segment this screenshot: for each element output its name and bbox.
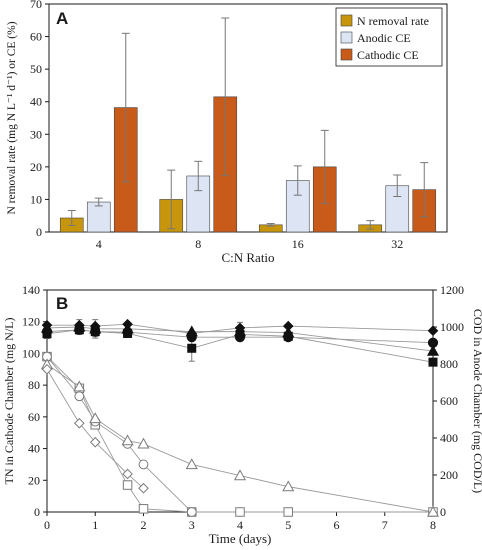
panel-b-series <box>40 318 440 517</box>
panel-b-x-tick-label: 8 <box>430 518 436 532</box>
marker-diamond-filled <box>74 319 85 331</box>
panel-a-y-axis-title: N removal rate (mg N L⁻¹ d⁻¹) or CE (%) <box>6 21 18 214</box>
panel-b-left-y-axis-title: TN in Cathode Chamber (mg N/L) <box>2 318 16 485</box>
panel-b-x-tick-label: 1 <box>92 518 98 532</box>
marker-triangle-open <box>426 505 440 517</box>
marker-diamond-open <box>74 417 85 429</box>
marker-triangle-open <box>89 412 102 424</box>
marker-triangle-open <box>73 380 86 392</box>
panel-b-right-y-tick-label: 1200 <box>440 283 464 297</box>
panel-a-bars <box>59 17 437 233</box>
panel-b-x-tick-label: 4 <box>237 518 243 532</box>
series-line-circle-open <box>46 356 193 513</box>
marker-diamond-filled <box>186 328 198 339</box>
marker-diamond-filled <box>427 325 439 337</box>
marker-diamond-filled <box>122 318 133 330</box>
marker-diamond-filled <box>89 320 101 332</box>
panel-a-y-tick-label: 10 <box>30 192 42 206</box>
panel-b-right-y-tick-label: 600 <box>440 394 458 408</box>
panel-b-x-tick-label: 6 <box>334 518 340 532</box>
series-line-square-open <box>46 356 433 513</box>
marker-triangle-open <box>282 480 295 492</box>
marker-triangle-open <box>233 469 247 481</box>
legend-swatch <box>340 48 353 61</box>
marker-square-open <box>283 507 293 517</box>
panel-b-right-y-tick-label: 200 <box>440 468 458 482</box>
panel-a-y-tick-label: 0 <box>36 225 42 239</box>
panel-a-y-tick-label: 20 <box>30 160 42 174</box>
marker-circle-open <box>74 391 85 402</box>
marker-diamond-open <box>41 363 53 375</box>
panel-b-left-y-tick-label: 100 <box>22 346 40 360</box>
panel-a-legend: N removal rate Anodic CE Cathodic CE <box>335 7 443 67</box>
marker-triangle-open <box>121 434 134 446</box>
panel-b-left-y-tick-label: 0 <box>34 505 40 519</box>
legend-label: Cathodic CE <box>357 48 419 62</box>
panel-a-y-axis: 0 10 20 30 40 50 60 70 <box>30 0 49 239</box>
panel-b-right-y-tick-label: 400 <box>440 431 458 445</box>
panel-a-x-tick-label: 4 <box>96 237 102 251</box>
marker-triangle-filled <box>426 344 440 356</box>
legend-frame <box>335 7 443 67</box>
panel-a-y-tick-label: 70 <box>30 0 42 11</box>
panel-b-left-y-tick-label: 120 <box>22 315 40 329</box>
panel-b-right-y-tick-label: 0 <box>440 505 446 519</box>
legend-swatch <box>340 31 353 44</box>
panel-a-y-tick-label: 40 <box>30 95 42 109</box>
marker-circle-open <box>186 507 197 517</box>
marker-square-open <box>235 507 245 517</box>
panel-b-x-tick-label: 3 <box>189 518 195 532</box>
panel-b-left-y-tick-label: 80 <box>28 378 40 392</box>
panel-b-x-tick-label: 7 <box>382 518 388 532</box>
bar-anodic-ce <box>86 201 111 233</box>
panel-a-y-tick-label: 30 <box>30 127 42 141</box>
marker-triangle-open <box>185 458 198 470</box>
marker-circle-open <box>138 459 149 470</box>
panel-b-x-axis: 0 1 2 3 4 5 6 7 8 <box>44 512 436 532</box>
marker-diamond-open <box>138 482 149 494</box>
panel-b-right-y-axis: 0 200 400 600 800 1000 1200 <box>433 283 464 519</box>
marker-diamond-filled <box>41 319 53 331</box>
panel-a-x-axis: 4 8 16 32 <box>96 237 404 251</box>
panel-a-plot-frame <box>48 3 448 233</box>
panel-b-left-y-tick-label: 60 <box>28 410 40 424</box>
panel-b-left-y-tick-label: 140 <box>22 283 40 297</box>
marker-diamond-open <box>122 468 133 480</box>
panel-b-right-y-axis-title: COD in Anode Chamber (mg COD/L) <box>471 309 482 493</box>
marker-diamond-filled <box>282 320 294 332</box>
marker-square-open <box>138 504 149 514</box>
panel-b-right-y-tick-label: 800 <box>440 357 458 371</box>
legend-label: N removal rate <box>357 14 429 28</box>
marker-triangle-filled <box>282 326 295 338</box>
panel-b-label: B <box>56 294 68 313</box>
marker-diamond-filled <box>234 322 246 334</box>
panel-a-label: A <box>56 9 68 28</box>
panel-b-left-y-axis: 0 20 40 60 80 100 120 140 <box>22 283 47 519</box>
marker-square-open <box>122 480 133 490</box>
panel-a-y-tick-label: 50 <box>30 62 42 76</box>
panel-b-x-tick-label: 0 <box>44 518 50 532</box>
marker-diamond-open <box>89 436 101 448</box>
panel-a-x-tick-label: 16 <box>292 237 304 251</box>
panel-a-x-axis-title: C:N Ratio <box>221 250 274 265</box>
panel-b-right-y-tick-label: 1000 <box>440 320 464 334</box>
panel-a-x-tick-label: 8 <box>195 237 201 251</box>
marker-triangle-open <box>137 437 150 449</box>
legend-label: Anodic CE <box>357 31 411 45</box>
panel-a-x-tick-label: 32 <box>391 237 403 251</box>
panel-b-x-tick-label: 2 <box>141 518 147 532</box>
marker-square-filled <box>187 343 197 353</box>
panel-a-y-tick-label: 60 <box>30 30 42 44</box>
series-line-triangle-open <box>46 364 434 513</box>
panel-a: A 0 10 20 30 40 50 60 70 4 8 16 32 C:N Ratio N rem… <box>6 0 448 265</box>
panel-b-left-y-tick-label: 20 <box>28 473 40 487</box>
panel-b-left-y-tick-label: 40 <box>28 442 40 456</box>
marker-square-filled <box>428 357 438 367</box>
panel-b-x-tick-label: 5 <box>285 518 291 532</box>
panel-b-x-axis-title: Time (days) <box>209 531 272 546</box>
legend-swatch <box>340 14 353 27</box>
